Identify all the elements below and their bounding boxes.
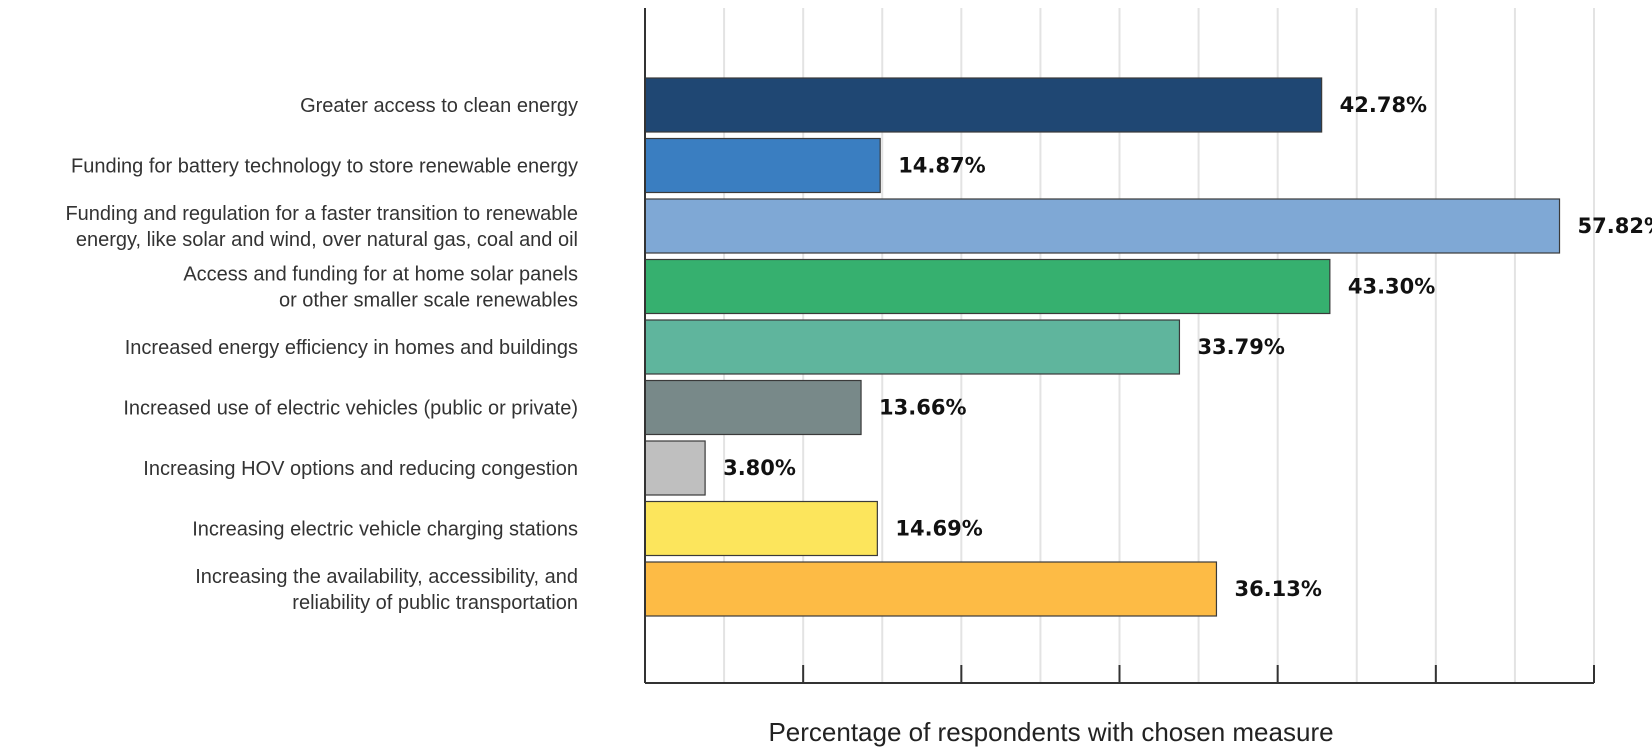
- category-label: Funding and regulation for a faster tran…: [65, 203, 578, 225]
- category-label: Increased use of electric vehicles (publ…: [123, 398, 578, 420]
- category-label: Access and funding for at home solar pan…: [183, 264, 578, 286]
- category-label: Increasing electric vehicle charging sta…: [192, 519, 578, 541]
- category-label: Greater access to clean energy: [300, 95, 578, 117]
- bar: [644, 561, 1218, 617]
- value-label: 33.79%: [1197, 335, 1284, 359]
- bar: [644, 77, 1323, 133]
- value-label: 57.82%: [1578, 214, 1652, 238]
- x-axis: [644, 8, 1595, 684]
- bar: [644, 258, 1331, 315]
- category-label: reliability of public transportation: [292, 592, 578, 614]
- value-label: 42.78%: [1340, 93, 1427, 117]
- bar: [644, 379, 862, 436]
- value-labels: 42.78% 14.87% 57.82% 43.30% 33.79% 13.66% 3.80…: [723, 93, 1652, 601]
- bar: [644, 137, 881, 194]
- value-label: 14.69%: [895, 517, 982, 541]
- bar: [644, 319, 1181, 375]
- value-label: 3.80%: [723, 456, 796, 480]
- category-label: energy, like solar and wind, over natura…: [76, 229, 578, 251]
- category-label: Increased energy efficiency in homes and…: [125, 337, 578, 359]
- value-label: 14.87%: [898, 154, 985, 178]
- value-label: 43.30%: [1348, 275, 1435, 299]
- value-label: 36.13%: [1234, 577, 1321, 601]
- bars: [644, 77, 1561, 617]
- category-label: Increasing HOV options and reducing cong…: [143, 458, 578, 480]
- category-label: or other smaller scale renewables: [279, 290, 578, 312]
- category-label: Funding for battery technology to store …: [71, 156, 578, 178]
- category-labels: Greater access to clean energy Funding fo…: [65, 95, 578, 614]
- bar: [644, 198, 1561, 254]
- category-label: Increasing the availability, accessibili…: [195, 566, 578, 588]
- value-label: 13.66%: [879, 396, 966, 420]
- x-axis-title: Percentage of respondents with chosen me…: [768, 717, 1333, 747]
- bar: [644, 500, 878, 557]
- bar: [644, 440, 706, 496]
